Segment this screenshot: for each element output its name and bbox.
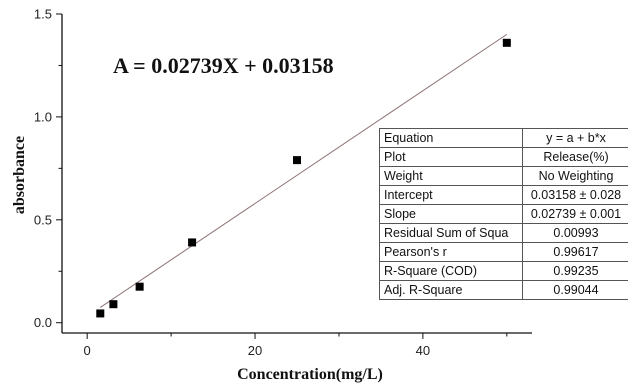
- y-tick-label: 0.0: [34, 315, 52, 330]
- fit-table-row: Equation y = a + b*x: [379, 128, 628, 148]
- data-point: [502, 38, 511, 47]
- fit-table-row: Pearson's r 0.99617: [379, 242, 628, 262]
- fit-table-label: Equation: [379, 128, 523, 148]
- fit-table-row: Plot Release(%): [379, 147, 628, 167]
- fit-table-value: Release(%): [522, 147, 628, 167]
- fit-table-value: y = a + b*x: [522, 128, 628, 148]
- fit-table-label: Adj. R-Square: [379, 280, 523, 300]
- fit-table-value: 0.02739 ± 0.001: [522, 204, 628, 224]
- fit-table-value: 0.99235: [522, 261, 628, 281]
- fit-line-group: [100, 33, 508, 308]
- x-axis-title: Concentration(mg/L): [237, 366, 383, 383]
- fit-table-row: Residual Sum of Squa 0.00993: [379, 223, 628, 243]
- x-tick-label: 20: [248, 343, 262, 358]
- y-tick-label: 0.5: [34, 212, 52, 227]
- fit-table-row: Slope 0.02739 ± 0.001: [379, 204, 628, 224]
- fit-table-row: R-Square (COD) 0.99235: [379, 261, 628, 281]
- equation-annotation: A = 0.02739X + 0.03158: [113, 53, 334, 78]
- fit-table-value: 0.99617: [522, 242, 628, 262]
- data-points: [96, 38, 511, 318]
- fit-table-label: Plot: [379, 147, 523, 167]
- fit-table-value: No Weighting: [522, 166, 628, 186]
- fit-table-value: 0.00993: [522, 223, 628, 243]
- fit-table-label: R-Square (COD): [379, 261, 523, 281]
- data-point: [135, 282, 144, 291]
- fit-table-label: Intercept: [379, 185, 523, 205]
- x-tick-label: 40: [416, 343, 430, 358]
- fit-table-label: Pearson's r: [379, 242, 523, 262]
- axes: [61, 14, 532, 334]
- fit-table-row: Intercept 0.03158 ± 0.028: [379, 185, 628, 205]
- y-axis-title: absorbance: [11, 136, 28, 214]
- fit-table-label: Residual Sum of Squa: [379, 223, 523, 243]
- fit-table-label: Slope: [379, 204, 523, 224]
- fit-table-value: 0.03158 ± 0.028: [522, 185, 628, 205]
- data-point: [109, 300, 118, 309]
- data-point: [96, 309, 105, 318]
- x-tick-label: 0: [84, 343, 91, 358]
- ticks: 0 20 40 0.0 0.5 1.0 1.5: [34, 7, 508, 358]
- fit-table-row: Weight No Weighting: [379, 166, 628, 186]
- y-tick-label: 1.5: [34, 7, 52, 22]
- data-point: [188, 238, 197, 247]
- y-tick-label: 1.0: [34, 109, 52, 124]
- fit-line: [100, 33, 508, 308]
- fit-table-row: Adj. R-Square 0.99044: [379, 280, 628, 300]
- fit-results-table: Equation y = a + b*x Plot Release(%) Weight N…: [379, 128, 628, 300]
- fit-table-label: Weight: [379, 166, 523, 186]
- fit-table-value: 0.99044: [522, 280, 628, 300]
- data-point: [293, 156, 301, 165]
